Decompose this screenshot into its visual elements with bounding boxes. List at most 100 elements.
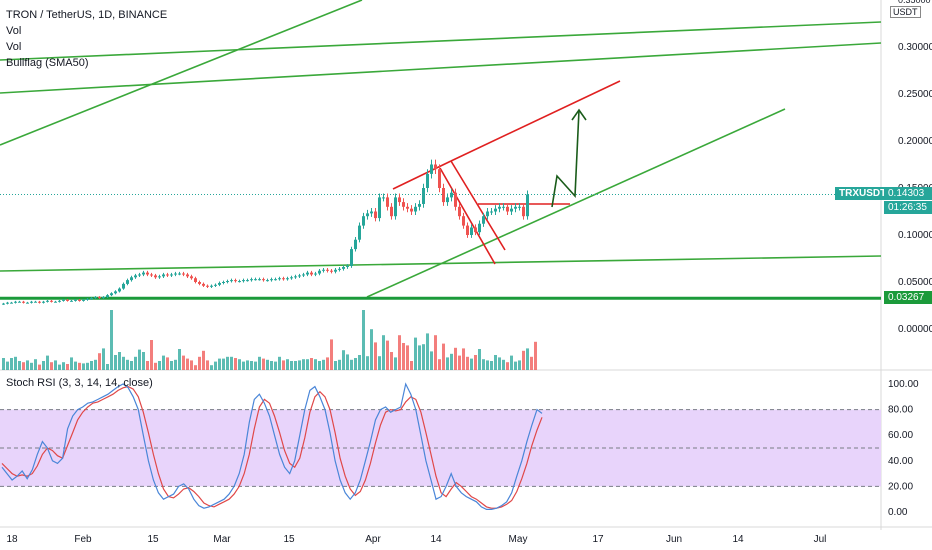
candle [278,278,281,280]
candle [370,211,373,214]
candle [182,273,185,275]
candle [202,283,205,286]
volume-bar [306,359,309,370]
candle [50,300,53,302]
candle [326,269,329,271]
volume-bar [294,361,297,370]
stoch-tick-label: 20.00 [888,481,913,492]
volume-bar [150,340,153,370]
candle [174,273,177,275]
candle [298,275,301,277]
volume-bar [442,343,445,370]
candle [526,194,529,217]
candle [426,173,429,188]
candle [150,274,153,276]
volume-bar [478,349,481,370]
candle [362,216,365,226]
candle [214,284,217,286]
candle [82,299,85,301]
volume-bar [90,361,93,370]
volume-bar [174,359,177,370]
volume-bar [490,361,493,370]
flag-line [450,80,621,162]
candle [218,282,221,285]
candle [230,280,233,282]
volume-bar [66,364,69,370]
volume-bar [262,358,265,370]
volume-bar [314,359,317,370]
candle [162,274,165,277]
volume-bar [498,357,501,370]
volume-bar [226,356,229,370]
stoch-rsi-label[interactable]: Stoch RSI (3, 3, 14, 14, close) [6,377,153,389]
stoch-band [0,409,881,487]
candle [178,273,181,275]
candle [406,206,409,209]
price-tick-label: 0.20000 [898,136,932,147]
volume-bar [234,358,237,370]
volume-bar [486,360,489,370]
volume-bar [326,357,329,370]
candle [158,276,161,278]
volume-bar [246,360,249,370]
time-tick-label: 17 [592,534,604,545]
volume-bar [74,361,77,370]
volume-bar [390,352,393,370]
candle [286,278,289,280]
candle [246,280,249,282]
price-tick-label: 0.25000 [898,89,932,100]
volume-bar [134,356,137,370]
candle [210,285,213,287]
candle [510,208,513,212]
candle [118,288,121,292]
currency-unit[interactable]: USDT [890,6,921,18]
candle [306,272,309,275]
volume-bar [102,348,105,370]
flag-line [450,160,506,251]
candle [410,208,413,212]
volume-bar [378,356,381,370]
volume-bar [338,359,341,370]
candle [334,269,337,272]
time-tick-label: 15 [283,534,295,545]
candle [34,301,37,303]
volume-bar [190,360,193,370]
volume-bar [370,329,373,370]
volume-indicator-1[interactable]: Vol [6,25,22,37]
volume-bar [138,349,141,370]
candle [98,297,101,299]
volume-bar [26,360,29,370]
candle [290,277,293,279]
volume-bar [242,361,245,370]
volume-bar [94,359,97,370]
time-tick-label: 18 [6,534,18,545]
candle [250,279,253,281]
candle [54,301,57,303]
volume-bar [110,310,113,370]
volume-bar [386,340,389,370]
candle [522,206,525,217]
candle [238,281,241,283]
price-tick-label: 0.00000 [898,324,932,335]
symbol-title[interactable]: TRON / TetherUS, 1D, BINANCE [6,9,168,21]
volume-bar [78,362,81,370]
candle [418,203,421,207]
volume-bar [330,339,333,370]
bullflag-indicator[interactable]: Bullflag (SMA50) [6,57,89,69]
stoch-tick-label: 60.00 [888,430,913,441]
candle [42,301,45,303]
price-tick-label: 0.10000 [898,230,932,241]
volume-bar [50,362,53,370]
candle [442,188,445,203]
price-tick-label: 0.35000 [898,0,931,5]
candle [490,211,493,213]
volume-bar [358,355,361,370]
volume-bar [458,355,461,370]
candle [482,216,485,224]
volume-indicator-2[interactable]: Vol [6,41,22,53]
volume-bar [46,355,49,370]
candle [494,208,497,212]
candle [138,274,141,276]
candle [254,279,257,281]
